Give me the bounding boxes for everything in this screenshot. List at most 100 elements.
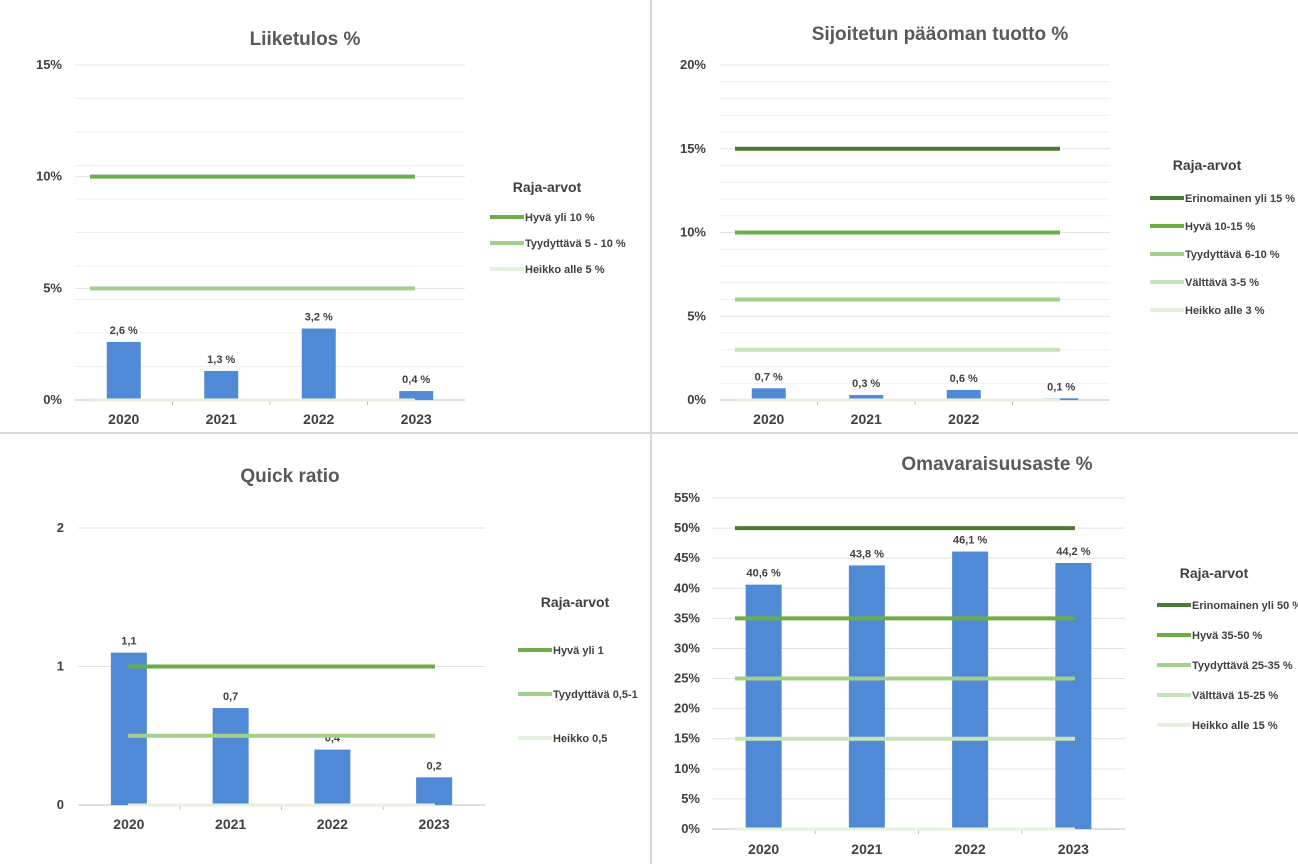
data-label: 1,1 (121, 636, 136, 648)
bar-2023 (399, 391, 434, 400)
data-label: 0,2 (426, 760, 441, 772)
y-tick-label-15: 15% (674, 731, 700, 746)
y-tick-label-30: 30% (674, 640, 700, 655)
data-label: 0,7 % (755, 371, 783, 383)
legend-item-tyydyttava: Tyydyttävä 25-35 % (1192, 660, 1293, 672)
data-label: 0,1 % (1047, 381, 1075, 393)
bar-2020 (751, 388, 786, 400)
y-tick-label-0: 0 (57, 797, 64, 812)
bar-2021 (212, 708, 249, 805)
chart-title: Omavaraisuusaste % (901, 454, 1092, 475)
bar-2022 (314, 749, 351, 805)
bar-2023 (1055, 562, 1092, 829)
x-tick-label-2021: 2021 (851, 841, 882, 857)
y-tick-label-55: 55% (674, 490, 700, 505)
legend-item-tyydyttava: Tyydyttävä 0,5-1 (553, 689, 638, 701)
legend-item-heikko: Heikko alle 3 % (1185, 305, 1265, 317)
legend-item-hyva: Hyvä yli 10 % (525, 212, 595, 224)
x-tick-label-2021: 2021 (206, 411, 237, 427)
data-label: 0,6 % (950, 373, 978, 385)
data-label: 0,4 % (402, 374, 430, 386)
bar-2022 (952, 551, 989, 829)
chart-title: Sijoitetun pääoman tuotto % (812, 24, 1069, 45)
bar-2020 (106, 341, 141, 400)
data-label: 3,2 % (305, 312, 333, 324)
y-tick-label-0: 0% (43, 392, 62, 407)
chart-title: Liiketulos % (250, 29, 361, 50)
data-label: 1,3 % (207, 354, 235, 366)
y-tick-label-20: 20% (674, 701, 700, 716)
bar-2020 (745, 584, 782, 829)
legend-title: Raja-arvot (1180, 565, 1249, 581)
legend-item-heikko: Heikko 0,5 (553, 733, 607, 745)
horizontal-divider (0, 432, 1298, 434)
y-tick-label-10: 10% (680, 225, 706, 240)
x-tick-label-2020: 2020 (753, 411, 784, 427)
data-label: 2,6 % (110, 325, 138, 337)
legend-item-hyva: Hyvä yli 1 (553, 645, 604, 657)
y-tick-label-1: 1 (57, 659, 64, 674)
legend-item-tyydyttava: Tyydyttävä 5 - 10 % (525, 238, 626, 250)
bar-2022 (301, 328, 336, 400)
legend-item-erinomainen: Erinomainen yli 15 % (1185, 193, 1295, 205)
x-tick-label-2023: 2023 (419, 816, 450, 832)
legend-item-tyydyttava: Tyydyttävä 6-10 % (1185, 249, 1280, 261)
x-tick-label-2021: 2021 (851, 411, 882, 427)
y-tick-label-50: 50% (674, 520, 700, 535)
legend-item-valttava: Välttävä 3-5 % (1185, 277, 1259, 289)
bar-2021 (848, 565, 885, 829)
y-tick-label-5: 5% (687, 308, 706, 323)
legend-item-heikko: Heikko alle 15 % (1192, 720, 1278, 732)
x-tick-label-2021: 2021 (215, 816, 246, 832)
x-tick-label-2020: 2020 (113, 816, 144, 832)
y-tick-label-20: 20% (680, 57, 706, 72)
chart-omavaraisuusaste: Omavaraisuusaste % 0% 5% 10% 15% 20% 25% 30% 35%… (674, 454, 1298, 857)
chart-liiketulos: Liiketulos % 0% 5% 10% 15% 2,6 % 2020 1,3 % 2021… (36, 29, 626, 427)
y-tick-label-2: 2 (57, 520, 64, 535)
data-label: 43,8 % (850, 548, 884, 560)
legend-item-heikko: Heikko alle 5 % (525, 264, 605, 276)
x-tick-label-2020: 2020 (108, 411, 139, 427)
y-tick-label-35: 35% (674, 610, 700, 625)
bar-category-4 (1044, 398, 1079, 400)
y-tick-label-15: 15% (680, 141, 706, 156)
data-label: 40,6 % (747, 568, 781, 580)
data-label: 0,7 (223, 691, 238, 703)
data-label: 44,2 % (1056, 546, 1090, 558)
y-tick-label-5: 5% (681, 791, 700, 806)
x-tick-label-2022: 2022 (955, 841, 986, 857)
chart-title: Quick ratio (240, 466, 339, 487)
legend-title: Raja-arvot (513, 179, 582, 195)
legend-item-valttava: Välttävä 15-25 % (1192, 690, 1278, 702)
chart-panel-quick-ratio: Quick ratio 0 1 2 1,1 2020 0,7 2021 0,4 2022 0,2 20… (0, 434, 650, 864)
x-tick-label-2022: 2022 (317, 816, 348, 832)
y-tick-label-45: 45% (674, 550, 700, 565)
legend-item-hyva: Hyvä 10-15 % (1185, 221, 1256, 233)
y-tick-label-40: 40% (674, 580, 700, 595)
x-tick-label-2020: 2020 (748, 841, 779, 857)
chart-sijoitetun-paaoman-tuotto: Sijoitetun pääoman tuotto % 0% 5% 10% 15% 20%… (680, 24, 1295, 427)
y-tick-label-25: 25% (674, 671, 700, 686)
bar-2021 (204, 370, 239, 400)
legend-item-hyva: Hyvä 35-50 % (1192, 630, 1263, 642)
bar-2022 (946, 389, 981, 400)
legend-item-erinomainen: Erinomainen yli 50 % (1192, 600, 1298, 612)
x-tick-label-2022: 2022 (948, 411, 979, 427)
y-tick-label-5: 5% (43, 280, 62, 295)
chart-panel-omavaraisuusaste: Omavaraisuusaste % 0% 5% 10% 15% 20% 25% 30% 35%… (652, 434, 1298, 864)
data-label: 46,1 % (953, 535, 987, 547)
legend-title: Raja-arvot (541, 594, 610, 610)
chart-panel-sijoitetun: Sijoitetun pääoman tuotto % 0% 5% 10% 15% 20%… (652, 0, 1298, 432)
y-tick-label-10: 10% (36, 169, 62, 184)
legend-title: Raja-arvot (1173, 157, 1242, 173)
y-tick-label-10: 10% (674, 761, 700, 776)
chart-quick-ratio: Quick ratio0121,120200,720210,420220,220… (57, 466, 638, 832)
chart-panel-liiketulos: Liiketulos % 0% 5% 10% 15% 2,6 % 2020 1,3 % 2021… (0, 0, 650, 432)
bar-2020 (110, 652, 147, 805)
y-tick-label-0: 0% (681, 821, 700, 836)
y-tick-label-15: 15% (36, 57, 62, 72)
x-tick-label-2023: 2023 (401, 411, 432, 427)
x-tick-label-2022: 2022 (303, 411, 334, 427)
x-tick-label-2023: 2023 (1058, 841, 1089, 857)
bar-2023 (416, 777, 453, 805)
